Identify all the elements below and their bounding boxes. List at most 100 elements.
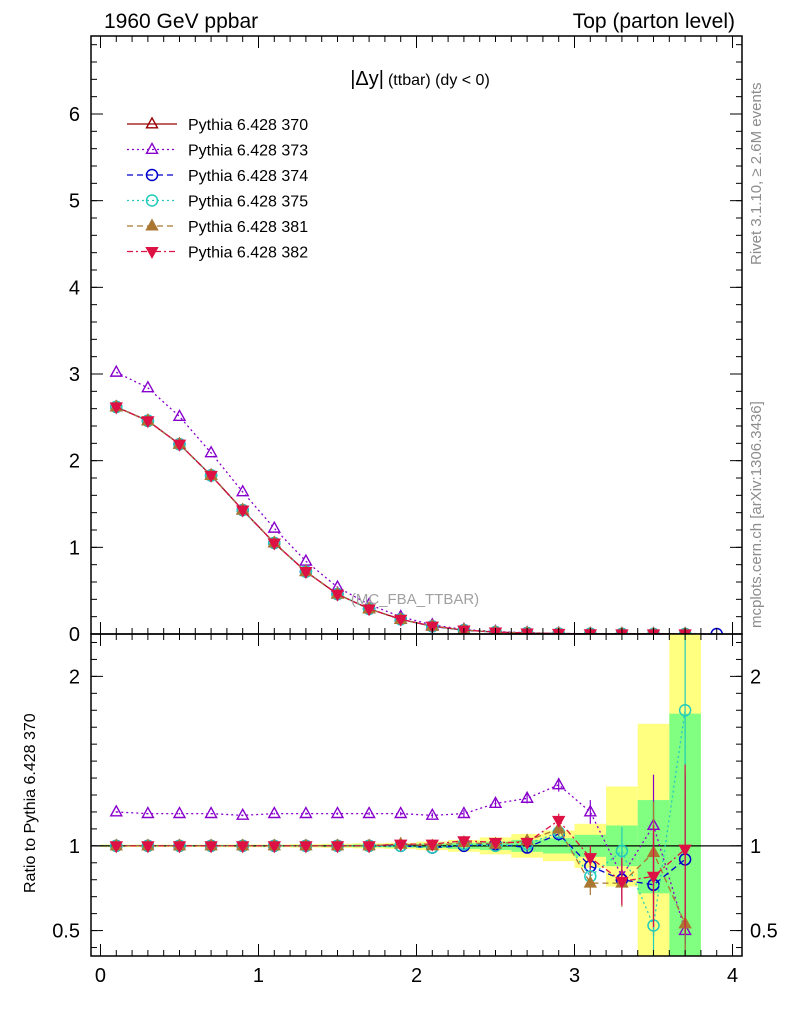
- main-ytick-label: 1: [69, 537, 80, 559]
- ratio-data-point: [141, 806, 155, 819]
- main-data-point: [267, 520, 281, 533]
- ratio-data-point: [488, 837, 503, 850]
- legend-label: Pythia 6.428 375: [188, 194, 308, 211]
- legend-marker: [145, 142, 159, 155]
- main-data-point: [267, 538, 281, 551]
- ratio-ytick-label: 1: [69, 836, 80, 858]
- main-data-point: [172, 408, 187, 422]
- xtick-label: 4: [727, 965, 738, 987]
- legend-entry: Pythia 6.428 381: [127, 218, 308, 236]
- legend-entry: Pythia 6.428 370: [127, 116, 308, 134]
- main-data-point: [362, 604, 376, 617]
- ratio-data-point: [552, 815, 566, 828]
- ratio-data-point: [394, 839, 408, 852]
- main-data-point: [141, 416, 155, 429]
- ratio-data-point: [394, 806, 408, 819]
- main-ytick-label: 5: [69, 191, 80, 213]
- mcplots-label: mcplots.cern.ch [arXiv:1306.3436]: [748, 401, 765, 628]
- header-right: Top (parton level): [573, 10, 735, 33]
- ratio-data-point: [141, 841, 155, 854]
- ratio-data-point: [615, 876, 629, 889]
- legend-marker: [145, 168, 159, 182]
- ratio-data-point: [520, 837, 534, 850]
- xtick-label: 1: [253, 965, 264, 987]
- ratio-data-point: [235, 841, 250, 854]
- legend-entry: Pythia 6.428 374: [127, 168, 308, 185]
- ratio-data-point: [109, 804, 123, 817]
- main-panel: 0 1 2 3 4 5 6 |Δy| (ttbar) (dy < 0) (MC_FBA_TTB…: [69, 35, 743, 646]
- header-left: 1960 GeV ppbar: [104, 10, 258, 33]
- xtick-label: 2: [411, 965, 422, 987]
- ratio-data-point: [362, 841, 376, 854]
- ratio-ytick-label-right: 2: [750, 666, 761, 688]
- main-title-sub: (ttbar) (dy < 0): [388, 72, 490, 89]
- ratio-data-point: [488, 795, 503, 809]
- main-data-point: [299, 567, 313, 580]
- ratio-data-point: [646, 871, 661, 884]
- main-data-point: [330, 589, 345, 602]
- ratio-data-point: [552, 777, 566, 790]
- ratio-data-point: [425, 839, 439, 852]
- ratio-series: [110, 634, 692, 956]
- ratio-series: [109, 774, 692, 956]
- main-data-point: [235, 484, 250, 497]
- watermark: (MC_FBA_TTBAR): [351, 591, 479, 608]
- legend-label: Pythia 6.428 370: [188, 117, 308, 134]
- ratio-data-point: [109, 841, 123, 854]
- ratio-ytick-label: 0.5: [52, 921, 80, 943]
- main-data-point: [109, 364, 123, 377]
- ratio-data-point: [204, 806, 218, 819]
- legend-label: Pythia 6.428 374: [188, 168, 308, 185]
- ratio-data-point: [583, 875, 598, 888]
- legend-label: Pythia 6.428 382: [188, 245, 308, 262]
- xtick-label: 0: [95, 965, 106, 987]
- main-data-point: [172, 439, 187, 452]
- main-data-point: [204, 445, 218, 458]
- ratio-data-point: [520, 790, 534, 803]
- main-data-point: [394, 614, 408, 627]
- ratio-data-point: [330, 841, 345, 854]
- ratio-data-point: [267, 806, 281, 819]
- main-title: |Δy| (ttbar) (dy < 0): [350, 68, 490, 90]
- legend-marker: [145, 218, 159, 231]
- main-ytick-label: 4: [69, 277, 80, 299]
- main-data-point: [425, 621, 439, 634]
- rivet-label: Rivet 3.1.10, ≥ 2.6M events: [748, 83, 765, 266]
- main-data-point: [141, 380, 155, 393]
- ratio-data-point: [235, 807, 250, 820]
- ratio-data-point: [457, 806, 471, 819]
- ratio-ytick-label-right: 0.5: [750, 921, 778, 943]
- ratio-series: [109, 764, 692, 934]
- ratio-data-point: [299, 841, 313, 854]
- legend-label: Pythia 6.428 381: [188, 219, 308, 236]
- legend-entry: Pythia 6.428 382: [127, 245, 308, 262]
- ratio-panel: 0.5 0.5 1 1 2 2 0 1 2 3 4 Ratio to Pythia 6.428 37…: [22, 633, 778, 987]
- main-ytick-label: 3: [69, 364, 80, 386]
- main-data-point: [109, 402, 123, 415]
- ratio-data-point: [425, 807, 439, 820]
- main-ytick-label: 0: [69, 624, 80, 646]
- ratio-data-point: [457, 836, 471, 849]
- ratio-data-point: [172, 841, 187, 854]
- ratio-ytick-label-right: 1: [750, 836, 761, 858]
- ratio-data-point: [615, 844, 629, 858]
- main-data-point: [235, 505, 250, 518]
- main-ytick-label: 2: [69, 451, 80, 473]
- ratio-data-point: [267, 841, 281, 854]
- ratio-data-point: [678, 704, 692, 717]
- ratio-data-point: [678, 844, 692, 857]
- ratio-data-point: [299, 806, 313, 819]
- legend-marker: [145, 116, 159, 129]
- ratio-ylabel: Ratio to Pythia 6.428 370: [22, 713, 39, 893]
- main-title-main: |Δy|: [350, 68, 384, 90]
- legend-marker: [145, 194, 159, 207]
- ratio-data-point: [583, 853, 598, 866]
- main-data-point: [299, 553, 313, 566]
- legend: Pythia 6.428 370 Pythia 6.428 373 Pythia 6…: [127, 116, 308, 262]
- ratio-data-point: [172, 806, 187, 819]
- main-ytick-label: 6: [69, 104, 80, 126]
- main-data-point: [204, 470, 218, 483]
- ratio-data-point: [362, 806, 376, 819]
- xtick-label: 3: [569, 965, 580, 987]
- ratio-data-point: [583, 804, 598, 817]
